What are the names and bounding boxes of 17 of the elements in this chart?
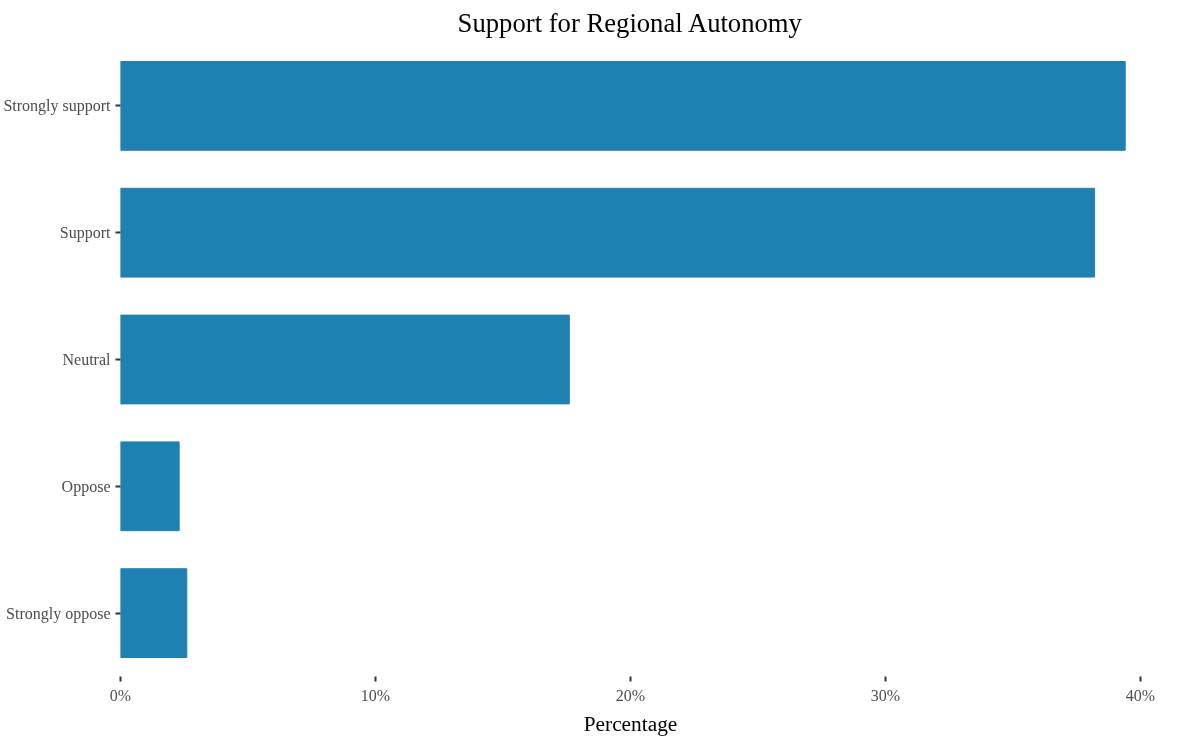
y-tick-label: Neutral — [62, 351, 112, 368]
bar — [120, 187, 1096, 278]
bar — [120, 61, 1126, 151]
x-axis-title: Percentage — [583, 711, 678, 736]
bar — [120, 314, 570, 405]
x-tick-label: 10% — [360, 686, 391, 704]
bar — [120, 568, 188, 658]
x-tick-label: 20% — [615, 686, 646, 704]
y-tick-label: Oppose — [61, 477, 111, 496]
x-tick-label: 40% — [1125, 686, 1156, 704]
x-tick-label: 0% — [109, 686, 132, 704]
bar — [120, 441, 180, 532]
chart-title: Support for Regional Autonomy — [457, 7, 803, 38]
y-tick-label: Support — [59, 224, 112, 243]
y-tick-label: Strongly support — [3, 97, 112, 116]
x-tick-label: 30% — [870, 686, 901, 704]
y-tick-label: Strongly oppose — [6, 604, 111, 623]
